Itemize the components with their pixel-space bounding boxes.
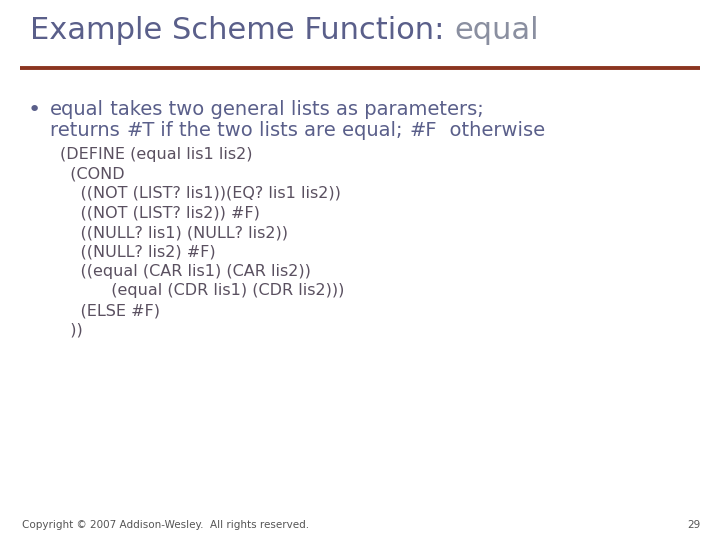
Text: ((NOT (LIST? lis2)) #F): ((NOT (LIST? lis2)) #F)	[60, 206, 260, 220]
Text: •: •	[28, 100, 41, 120]
Text: if the two lists are equal;: if the two lists are equal;	[154, 121, 409, 140]
Text: Copyright © 2007 Addison-Wesley.  All rights reserved.: Copyright © 2007 Addison-Wesley. All rig…	[22, 520, 309, 530]
Text: (COND: (COND	[60, 166, 125, 181]
Text: equal: equal	[454, 16, 539, 45]
Text: ((equal (CAR lis1) (CAR lis2)): ((equal (CAR lis1) (CAR lis2))	[60, 264, 311, 279]
Text: #F: #F	[409, 121, 437, 140]
Text: (DEFINE (equal lis1 lis2): (DEFINE (equal lis1 lis2)	[60, 147, 253, 162]
Text: Example Scheme Function:: Example Scheme Function:	[30, 16, 454, 45]
Text: (equal (CDR lis1) (CDR lis2))): (equal (CDR lis1) (CDR lis2)))	[60, 284, 344, 299]
Text: #T: #T	[126, 121, 154, 140]
Text: otherwise: otherwise	[437, 121, 545, 140]
Text: ((NOT (LIST? lis1))(EQ? lis1 lis2)): ((NOT (LIST? lis1))(EQ? lis1 lis2))	[60, 186, 341, 201]
Text: equal: equal	[50, 100, 104, 119]
Text: returns: returns	[50, 121, 126, 140]
Text: ((NULL? lis2) #F): ((NULL? lis2) #F)	[60, 245, 215, 260]
Text: )): ))	[60, 322, 83, 338]
Text: takes two general lists as parameters;: takes two general lists as parameters;	[104, 100, 484, 119]
Text: 29: 29	[687, 520, 700, 530]
Text: ((NULL? lis1) (NULL? lis2)): ((NULL? lis1) (NULL? lis2))	[60, 225, 288, 240]
Text: (ELSE #F): (ELSE #F)	[60, 303, 160, 318]
